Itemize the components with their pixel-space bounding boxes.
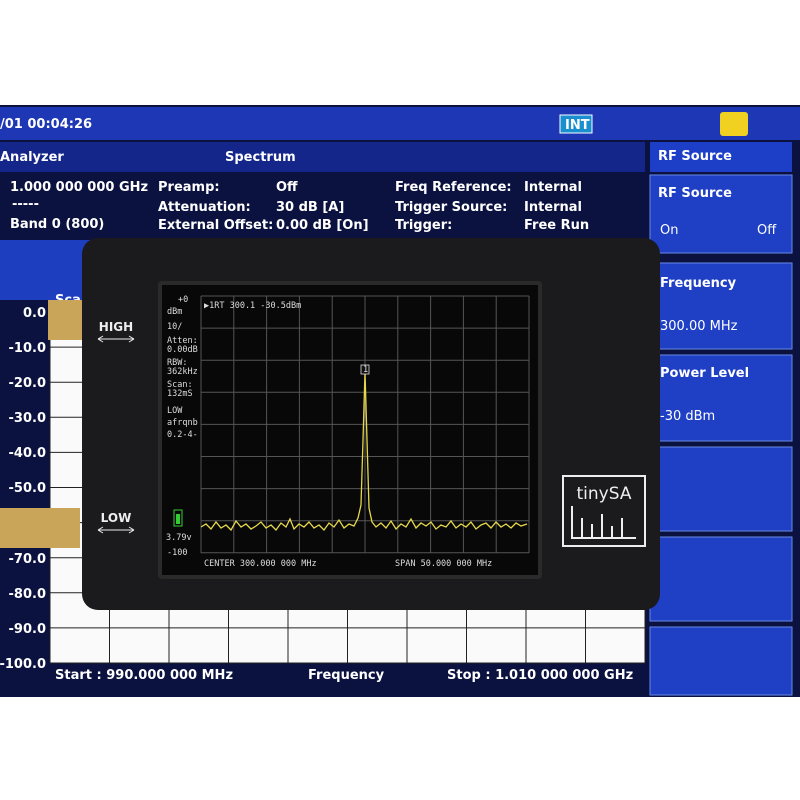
rbw-value: 362kHz (167, 367, 198, 377)
button[interactable] (649, 536, 793, 622)
screen-grid (200, 295, 530, 554)
button[interactable] (649, 354, 793, 442)
y-label: -100.0 (0, 657, 46, 672)
battery-icon (173, 509, 183, 527)
port-low: LOW (101, 511, 132, 525)
y-label: -90.0 (9, 622, 46, 637)
battery: 3.79v (166, 533, 192, 543)
warning-icon (720, 112, 748, 136)
button[interactable] (649, 174, 793, 254)
y-label: -70.0 (9, 552, 46, 567)
mode: LOW (167, 406, 183, 416)
y-label: -30.0 (9, 411, 46, 426)
y-label: -50.0 (9, 481, 46, 496)
setting-value: Off (276, 180, 298, 195)
marker-box (360, 364, 370, 375)
scan-label: Scan: (167, 380, 193, 390)
power-label: Power Level (660, 366, 749, 381)
setting-label: Freq Reference: (395, 180, 512, 195)
trace (200, 371, 528, 532)
setting-value: 0.00 dB [On] (276, 218, 369, 233)
scan-value: 132mS (167, 389, 193, 399)
y-label: -80.0 (9, 587, 46, 602)
atten-label: Atten: (167, 336, 198, 346)
atten-value: 0.00dB (167, 345, 198, 355)
logo-bars (571, 506, 636, 539)
badge (559, 114, 593, 134)
mode: Analyzer (0, 150, 64, 165)
screen (162, 285, 538, 575)
y-label: -20.0 (9, 376, 46, 391)
scale: 10/ (167, 322, 182, 332)
center: 1.000 000 000 GHz (10, 180, 148, 195)
freq-label: Frequency (660, 276, 737, 291)
arrow (97, 526, 135, 534)
span: SPAN 50.000 000 MHz (395, 559, 492, 569)
setting-label: Trigger Source: (395, 200, 507, 215)
marker-id: 1 (363, 365, 368, 375)
panel-header: RF Source (658, 149, 732, 164)
ref: +0 (178, 295, 188, 305)
clock: /01 00:04:26 (0, 117, 92, 132)
center: CENTER 300.000 000 MHz (204, 559, 317, 569)
y-label: 0.0 (23, 306, 46, 321)
logo-box (562, 475, 646, 547)
setting-value: 30 dB [A] (276, 200, 344, 215)
brand: tinySA (577, 484, 632, 504)
dash: ----- (12, 197, 39, 212)
source-off: Off (757, 223, 777, 238)
side-panel: RF Source On Off Frequency 300.00 MHz Po… (649, 174, 793, 696)
panel-header-bg (650, 142, 792, 172)
button[interactable] (649, 446, 793, 532)
view: Spectrum (225, 150, 296, 165)
battery-level (176, 514, 180, 524)
setting-label: Attenuation: (158, 200, 251, 215)
setting-value: Internal (524, 200, 582, 215)
flags: afrqnb (167, 418, 198, 428)
setting-value: Internal (524, 180, 582, 195)
band: Band 0 (800) (10, 217, 104, 232)
arrow (97, 335, 135, 343)
setting-label: Trigger: (395, 218, 452, 233)
x-label: Frequency (308, 668, 385, 683)
setting-label: External Offset: (158, 218, 273, 233)
sma-connector (48, 300, 88, 340)
version: 0.2-4- (167, 430, 198, 440)
power-value: -30 dBm (660, 409, 715, 424)
y-label: -10.0 (9, 341, 46, 356)
start: Start : 990.000 000 MHz (55, 668, 233, 683)
stop: Stop : 1.010 000 000 GHz (447, 668, 633, 683)
rbw-label: RBW: (167, 358, 187, 368)
button[interactable] (649, 262, 793, 350)
status-badge: INT (565, 118, 590, 133)
source-label: RF Source (658, 186, 732, 201)
port-high: HIGH (99, 320, 133, 334)
setting-label: Preamp: (158, 180, 220, 195)
title-bar (0, 142, 645, 172)
y-label: -40.0 (9, 446, 46, 461)
status-bar (0, 107, 650, 140)
button[interactable] (649, 626, 793, 696)
unit: dBm (167, 307, 182, 317)
sma-connector (0, 508, 80, 548)
setting-value: Free Run (524, 218, 589, 233)
source-on: On (660, 223, 678, 238)
freq-value: 300.00 MHz (660, 319, 738, 334)
bottom-ref: -100 (167, 548, 187, 558)
marker-readout: ▶1RT 300.1 -30.5dBm (204, 301, 301, 311)
